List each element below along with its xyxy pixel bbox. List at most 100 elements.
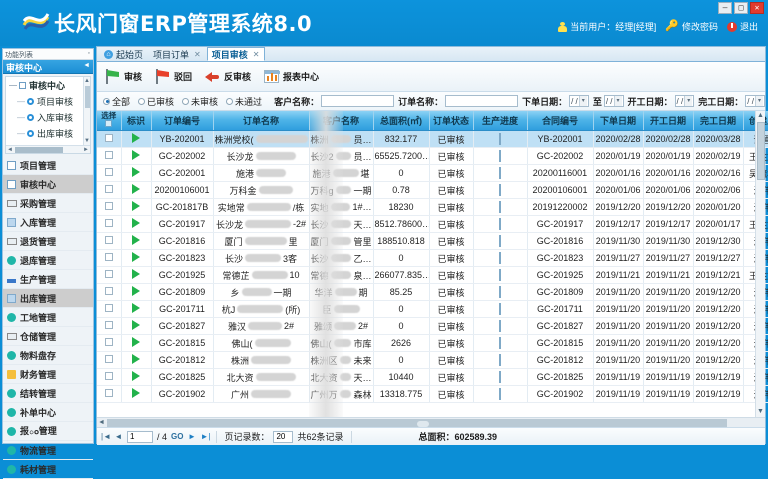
row-checkbox[interactable]: [104, 389, 113, 397]
sidebar-item-inbound-management[interactable]: 入库管理: [3, 213, 93, 232]
row-checkbox[interactable]: [104, 270, 113, 278]
close-icon[interactable]: ✕: [252, 49, 260, 59]
chevron-down-icon[interactable]: ▾: [613, 96, 622, 106]
cell-select[interactable]: [97, 317, 122, 335]
tree-node-root[interactable]: — 审核中心: [6, 77, 90, 93]
close-icon[interactable]: ✕: [194, 49, 201, 59]
table-horizontal-scrollbar[interactable]: ◄: [97, 417, 765, 427]
table-row[interactable]: GC-201817B 实地常/栋 实地 1#… 18230 已审核 20191220002 2…: [97, 198, 768, 216]
tree-node-inbound-audit[interactable]: — 入库审核: [6, 109, 90, 125]
radio-unaudited[interactable]: 未审核: [182, 95, 218, 108]
cell-select[interactable]: [97, 147, 122, 165]
cell-select[interactable]: [97, 130, 122, 148]
page-number-input[interactable]: [127, 430, 153, 443]
sidebar-item-production-management[interactable]: 生产管理: [3, 270, 93, 289]
logout-button[interactable]: 退出: [726, 20, 758, 33]
scroll-left-icon[interactable]: ◄: [7, 147, 13, 153]
cell-select[interactable]: [97, 198, 122, 216]
table-row[interactable]: 20200106001 万科金 万科g 一期 0.78 已审核 20200106001 202…: [97, 181, 768, 199]
radio-all[interactable]: 全部: [103, 95, 130, 108]
tree-vertical-scrollbar[interactable]: ▲ ▼: [83, 77, 90, 153]
tab-home[interactable]: ⌂ 起始页: [100, 47, 148, 61]
minimize-button[interactable]: —: [718, 2, 732, 14]
sidebar-item-warehouse-management[interactable]: 仓储管理: [3, 327, 93, 346]
scrollbar-thumb[interactable]: [85, 86, 90, 108]
audit-button[interactable]: 审核: [105, 69, 142, 84]
column-header-start-date[interactable]: 开工日期: [643, 111, 694, 131]
sidebar-item-purchase-management[interactable]: 采购管理: [3, 194, 93, 213]
last-page-button[interactable]: ►|: [200, 432, 211, 441]
window-controls[interactable]: — □ ✕: [718, 2, 764, 14]
collapse-icon[interactable]: ◄: [83, 62, 90, 69]
cell-select[interactable]: [97, 181, 122, 199]
row-checkbox[interactable]: [104, 151, 113, 159]
table-row[interactable]: GC-201827 雅汉 2# 雅颂 2# 0 已审核 GC-201827 2019/11/20…: [97, 317, 768, 335]
row-checkbox[interactable]: [104, 321, 113, 329]
sidebar-item-return-management[interactable]: 退货管理: [3, 232, 93, 251]
sidebar-group-header[interactable]: 审核中心 ◄: [3, 60, 93, 74]
table-row[interactable]: GC-201812 株洲 株洲区 未来 0 已审核 GC-201812 2019/11/20 2…: [97, 351, 768, 369]
page-size-input[interactable]: [273, 430, 294, 443]
order-name-input[interactable]: [445, 95, 519, 107]
cell-select[interactable]: [97, 385, 122, 403]
cell-select[interactable]: [97, 249, 122, 267]
select-all-checkbox[interactable]: [105, 120, 113, 127]
table-row[interactable]: GC-201815 佛山(佛山(市库 2626 已审核 GC-201815 2019/11…: [97, 334, 768, 352]
cell-select[interactable]: [97, 164, 122, 182]
table-row[interactable]: GC-202001 施港 施港堪 0 已审核 20200116001 2020/01/16 2…: [97, 164, 768, 182]
maximize-button[interactable]: □: [734, 2, 748, 14]
next-page-button[interactable]: ►: [188, 432, 196, 441]
column-header-order-name[interactable]: 订单名称: [213, 111, 310, 131]
sidebar-item-audit-center[interactable]: 审核中心: [3, 175, 93, 194]
first-page-button[interactable]: |◄: [101, 432, 111, 441]
table-row[interactable]: GC-201917 长沙龙 -2# 长沙 天… 8512.78600… 已审核 GC-2019…: [97, 215, 768, 233]
row-checkbox[interactable]: [104, 355, 113, 363]
order-date-to-picker[interactable]: / / ▾: [603, 95, 624, 107]
row-checkbox[interactable]: [104, 134, 113, 142]
table-row[interactable]: GC-201925 常德芷 10 常德 泉… 266077.835… 已审核 GC-20192…: [97, 266, 768, 284]
row-checkbox[interactable]: [104, 219, 113, 227]
table-row[interactable]: GC-202002 长沙龙 长沙2 员… 65525.7200… 已审核 GC-202002…: [97, 147, 768, 165]
tree-node-project-audit[interactable]: — 项目审核: [6, 93, 90, 109]
scrollbar-thumb[interactable]: [757, 122, 765, 180]
scroll-down-icon[interactable]: ▼: [84, 138, 90, 144]
table-row[interactable]: GC-201809 乡一期 华洋期 85.25 已审核 GC-201809 2019/11/…: [97, 283, 768, 301]
scroll-up-icon[interactable]: ▲: [757, 112, 764, 119]
column-header-finish-date[interactable]: 完工日期: [693, 111, 744, 131]
sidebar-item-carryover-management[interactable]: 结转管理: [3, 384, 93, 403]
change-password-button[interactable]: 🔑 修改密码: [665, 20, 718, 33]
table-row[interactable]: GC-201816 厦门里厦门 管里 188510.818 已审核 GC-201816 20…: [97, 232, 768, 250]
sidebar-item-consumables-management[interactable]: 耗材管理: [3, 460, 93, 479]
sidebar-item-material-inventory[interactable]: 物料盘存: [3, 346, 93, 365]
column-header-area[interactable]: 总面积(㎡): [373, 111, 430, 131]
cell-select[interactable]: [97, 300, 122, 318]
cell-select[interactable]: [97, 266, 122, 284]
scrollbar-thumb[interactable]: [15, 147, 63, 153]
row-checkbox[interactable]: [104, 372, 113, 380]
scroll-up-icon[interactable]: ▲: [84, 78, 90, 84]
sidebar-item-finance-management[interactable]: 财务管理: [3, 365, 93, 384]
column-header-customer[interactable]: 客户名称: [309, 111, 374, 131]
row-checkbox[interactable]: [104, 287, 113, 295]
sidebar-item-logistics-management[interactable]: 物流管理: [3, 441, 93, 460]
report-center-button[interactable]: 报表中心: [264, 70, 319, 83]
row-checkbox[interactable]: [104, 253, 113, 261]
row-checkbox[interactable]: [104, 304, 113, 312]
column-header-order-date[interactable]: 下单日期: [593, 111, 644, 131]
radio-not-passed[interactable]: 未通过: [226, 95, 262, 108]
scrollbar-thumb[interactable]: [107, 419, 727, 427]
table-row[interactable]: GC-201825 北大资 北大资 天… 10440 已审核 GC-201825 2019/1…: [97, 368, 768, 386]
column-header-select[interactable]: 选择: [97, 111, 122, 131]
sidebar-item-outbound-management[interactable]: 出库管理: [3, 289, 93, 308]
finish-date-picker[interactable]: / / ▾: [745, 95, 765, 107]
tab-project-audit[interactable]: 项目审核 ✕: [206, 47, 266, 61]
cell-select[interactable]: [97, 351, 122, 369]
tree-horizontal-scrollbar[interactable]: ◄ ►: [6, 145, 90, 153]
column-header-contract[interactable]: 合同编号: [527, 111, 594, 131]
row-checkbox[interactable]: [104, 202, 113, 210]
column-header-flag[interactable]: 标识: [121, 111, 152, 131]
go-button[interactable]: GO: [171, 432, 184, 441]
sidebar-item-stock-return-management[interactable]: 退库管理: [3, 251, 93, 270]
row-checkbox[interactable]: [104, 338, 113, 346]
table-row[interactable]: GC-201902 广州 广州万 森林 13318.775 已审核 GC-201902 201…: [97, 385, 768, 403]
